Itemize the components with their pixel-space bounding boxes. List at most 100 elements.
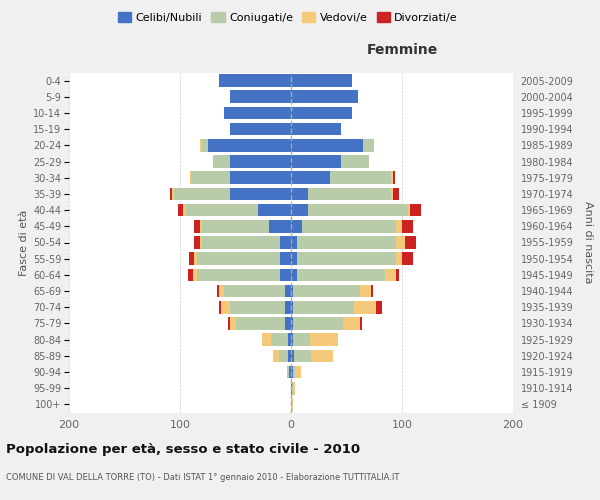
Bar bbox=[214, 155, 230, 168]
Bar bbox=[286, 317, 291, 330]
Bar bbox=[280, 252, 291, 265]
Bar bbox=[291, 90, 358, 103]
Bar bbox=[291, 123, 341, 136]
Bar bbox=[200, 220, 202, 232]
Bar bbox=[185, 204, 258, 216]
Bar bbox=[291, 106, 352, 120]
Bar bbox=[391, 172, 393, 184]
Bar bbox=[200, 236, 202, 249]
Bar bbox=[291, 139, 363, 151]
Bar bbox=[391, 188, 393, 200]
Bar bbox=[397, 236, 406, 249]
Bar bbox=[310, 334, 338, 346]
Bar bbox=[219, 285, 224, 298]
Bar bbox=[308, 204, 407, 216]
Bar bbox=[262, 334, 271, 346]
Bar bbox=[194, 236, 200, 249]
Bar bbox=[291, 317, 293, 330]
Bar bbox=[200, 139, 202, 151]
Bar bbox=[291, 268, 296, 281]
Bar bbox=[293, 285, 360, 298]
Bar bbox=[393, 172, 395, 184]
Bar bbox=[397, 268, 398, 281]
Bar bbox=[172, 188, 175, 200]
Bar bbox=[302, 220, 397, 232]
Bar bbox=[175, 188, 230, 200]
Bar bbox=[189, 252, 194, 265]
Bar bbox=[224, 106, 291, 120]
Legend: Celibi/Nubili, Coniugati/e, Vedovi/e, Divorziati/e: Celibi/Nubili, Coniugati/e, Vedovi/e, Di… bbox=[113, 8, 463, 28]
Bar bbox=[287, 350, 291, 362]
Bar bbox=[295, 350, 311, 362]
Bar bbox=[194, 220, 200, 232]
Bar bbox=[202, 220, 269, 232]
Bar bbox=[363, 139, 374, 151]
Bar bbox=[410, 204, 421, 216]
Bar bbox=[258, 204, 291, 216]
Bar bbox=[193, 268, 197, 281]
Bar bbox=[293, 366, 295, 378]
Bar bbox=[402, 220, 413, 232]
Bar bbox=[330, 172, 391, 184]
Bar bbox=[217, 285, 219, 298]
Bar bbox=[291, 220, 302, 232]
Bar bbox=[230, 301, 286, 314]
Bar bbox=[197, 252, 280, 265]
Bar bbox=[280, 236, 291, 249]
Bar bbox=[308, 188, 391, 200]
Bar bbox=[188, 268, 193, 281]
Bar bbox=[230, 90, 291, 103]
Bar bbox=[341, 155, 368, 168]
Bar bbox=[224, 285, 286, 298]
Bar bbox=[291, 398, 293, 410]
Bar bbox=[402, 252, 413, 265]
Bar bbox=[235, 317, 286, 330]
Y-axis label: Anni di nascita: Anni di nascita bbox=[583, 201, 593, 283]
Bar bbox=[230, 317, 235, 330]
Bar bbox=[271, 334, 287, 346]
Bar bbox=[178, 204, 184, 216]
Bar bbox=[230, 123, 291, 136]
Bar bbox=[407, 204, 410, 216]
Bar bbox=[197, 268, 280, 281]
Bar bbox=[343, 317, 360, 330]
Bar bbox=[279, 350, 287, 362]
Y-axis label: Fasce di età: Fasce di età bbox=[19, 210, 29, 276]
Bar bbox=[291, 204, 308, 216]
Bar bbox=[287, 334, 291, 346]
Bar bbox=[190, 172, 191, 184]
Bar bbox=[230, 172, 291, 184]
Bar bbox=[202, 236, 280, 249]
Bar bbox=[219, 301, 221, 314]
Bar bbox=[184, 204, 185, 216]
Bar bbox=[287, 366, 289, 378]
Bar bbox=[291, 155, 341, 168]
Bar bbox=[354, 301, 376, 314]
Bar bbox=[291, 301, 293, 314]
Bar bbox=[170, 188, 172, 200]
Bar bbox=[291, 285, 293, 298]
Bar bbox=[219, 74, 291, 87]
Bar bbox=[397, 220, 402, 232]
Bar bbox=[194, 252, 197, 265]
Bar bbox=[269, 220, 291, 232]
Bar bbox=[280, 268, 291, 281]
Bar bbox=[286, 285, 291, 298]
Bar bbox=[360, 317, 362, 330]
Bar bbox=[376, 301, 382, 314]
Bar bbox=[293, 382, 295, 394]
Bar bbox=[291, 236, 296, 249]
Bar bbox=[311, 350, 333, 362]
Bar bbox=[230, 155, 291, 168]
Bar bbox=[292, 382, 293, 394]
Bar bbox=[230, 188, 291, 200]
Text: Popolazione per età, sesso e stato civile - 2010: Popolazione per età, sesso e stato civil… bbox=[6, 442, 360, 456]
Bar bbox=[202, 139, 208, 151]
Bar bbox=[360, 285, 371, 298]
Bar bbox=[291, 382, 292, 394]
Bar bbox=[291, 252, 296, 265]
Bar bbox=[291, 334, 293, 346]
Bar bbox=[293, 334, 310, 346]
Bar bbox=[406, 236, 416, 249]
Bar bbox=[289, 366, 291, 378]
